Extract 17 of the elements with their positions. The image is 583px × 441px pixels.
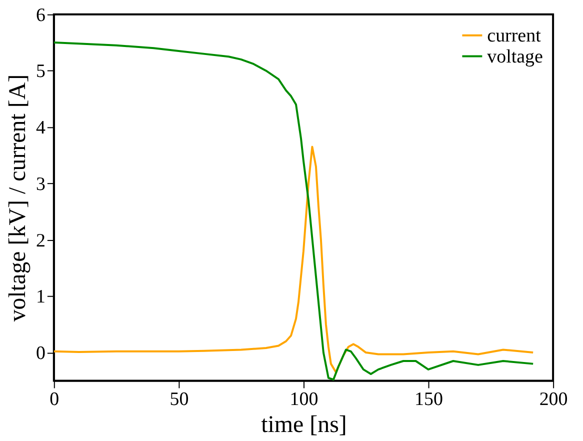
y-axis-title: voltage [kV] / current [A] <box>4 74 31 322</box>
x-tick-label: 50 <box>170 389 189 410</box>
legend-label: voltage <box>487 46 543 68</box>
x-tick-label: 150 <box>414 389 443 410</box>
line-series <box>54 146 534 374</box>
x-axis-title: time [ns] <box>261 412 347 438</box>
y-tick-label: 6 <box>36 4 46 26</box>
x-tick-label: 200 <box>539 389 568 410</box>
y-tick-label: 5 <box>36 61 46 82</box>
legend-label: current <box>487 25 542 46</box>
x-tick-label: 100 <box>290 389 318 410</box>
y-tick-label: 4 <box>36 118 46 139</box>
x-tick-label: 0 <box>50 389 60 410</box>
y-tick-label: 0 <box>36 343 46 364</box>
y-tick-label: 2 <box>36 230 46 252</box>
y-tick-label: 1 <box>36 286 46 308</box>
y-tick-label: 3 <box>36 174 46 195</box>
